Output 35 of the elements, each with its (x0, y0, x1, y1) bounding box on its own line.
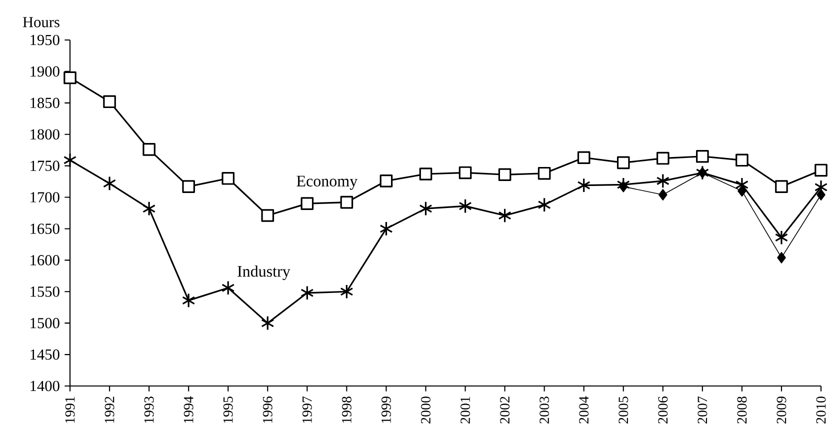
x-tick-label: 2009 (776, 396, 786, 424)
x-tick-label: 1992 (104, 396, 114, 423)
x-tick-label: 1998 (342, 396, 352, 423)
x-tick-label: 2004 (579, 396, 589, 424)
y-tick-label: 1900 (30, 66, 60, 77)
y-tick-label: 1950 (30, 34, 60, 46)
x-tick-label: 1999 (382, 396, 391, 423)
series-label: Economy (296, 176, 358, 190)
x-tick-label: 1996 (262, 396, 272, 423)
x-tick-label: 2010 (816, 396, 826, 424)
x-tick-label: 1993 (144, 396, 154, 423)
x-tick-label: 1995 (223, 396, 233, 423)
y-axis-title: Hours (22, 17, 60, 28)
x-tick-label: 2001 (460, 396, 470, 424)
series-label: Industry (238, 265, 290, 280)
y-tick-label: 1600 (30, 255, 60, 266)
x-tick-label: 2008 (737, 396, 747, 424)
x-tick-label: 2006 (658, 396, 668, 424)
y-tick-label: 1700 (30, 192, 60, 202)
y-tick-label: 1650 (30, 224, 60, 234)
y-tick-label: 1750 (30, 160, 60, 171)
y-tick-label: 1400 (30, 380, 60, 392)
y-tick-label: 1850 (30, 98, 60, 108)
x-tick-label: 2000 (421, 396, 430, 424)
y-tick-label: 1500 (30, 318, 60, 328)
y-tick-label: 1450 (30, 349, 60, 360)
x-tick-label: 2002 (500, 396, 510, 424)
x-tick-label: 1994 (184, 396, 194, 423)
y-tick-label: 1800 (30, 129, 60, 140)
x-tick-label: 2007 (698, 396, 708, 424)
x-tick-label: 1997 (302, 396, 312, 423)
x-tick-label: 1991 (65, 396, 75, 423)
x-tick-label: 2005 (618, 396, 628, 424)
y-tick-label: 1550 (30, 286, 60, 297)
x-tick-label: 2003 (540, 396, 550, 424)
